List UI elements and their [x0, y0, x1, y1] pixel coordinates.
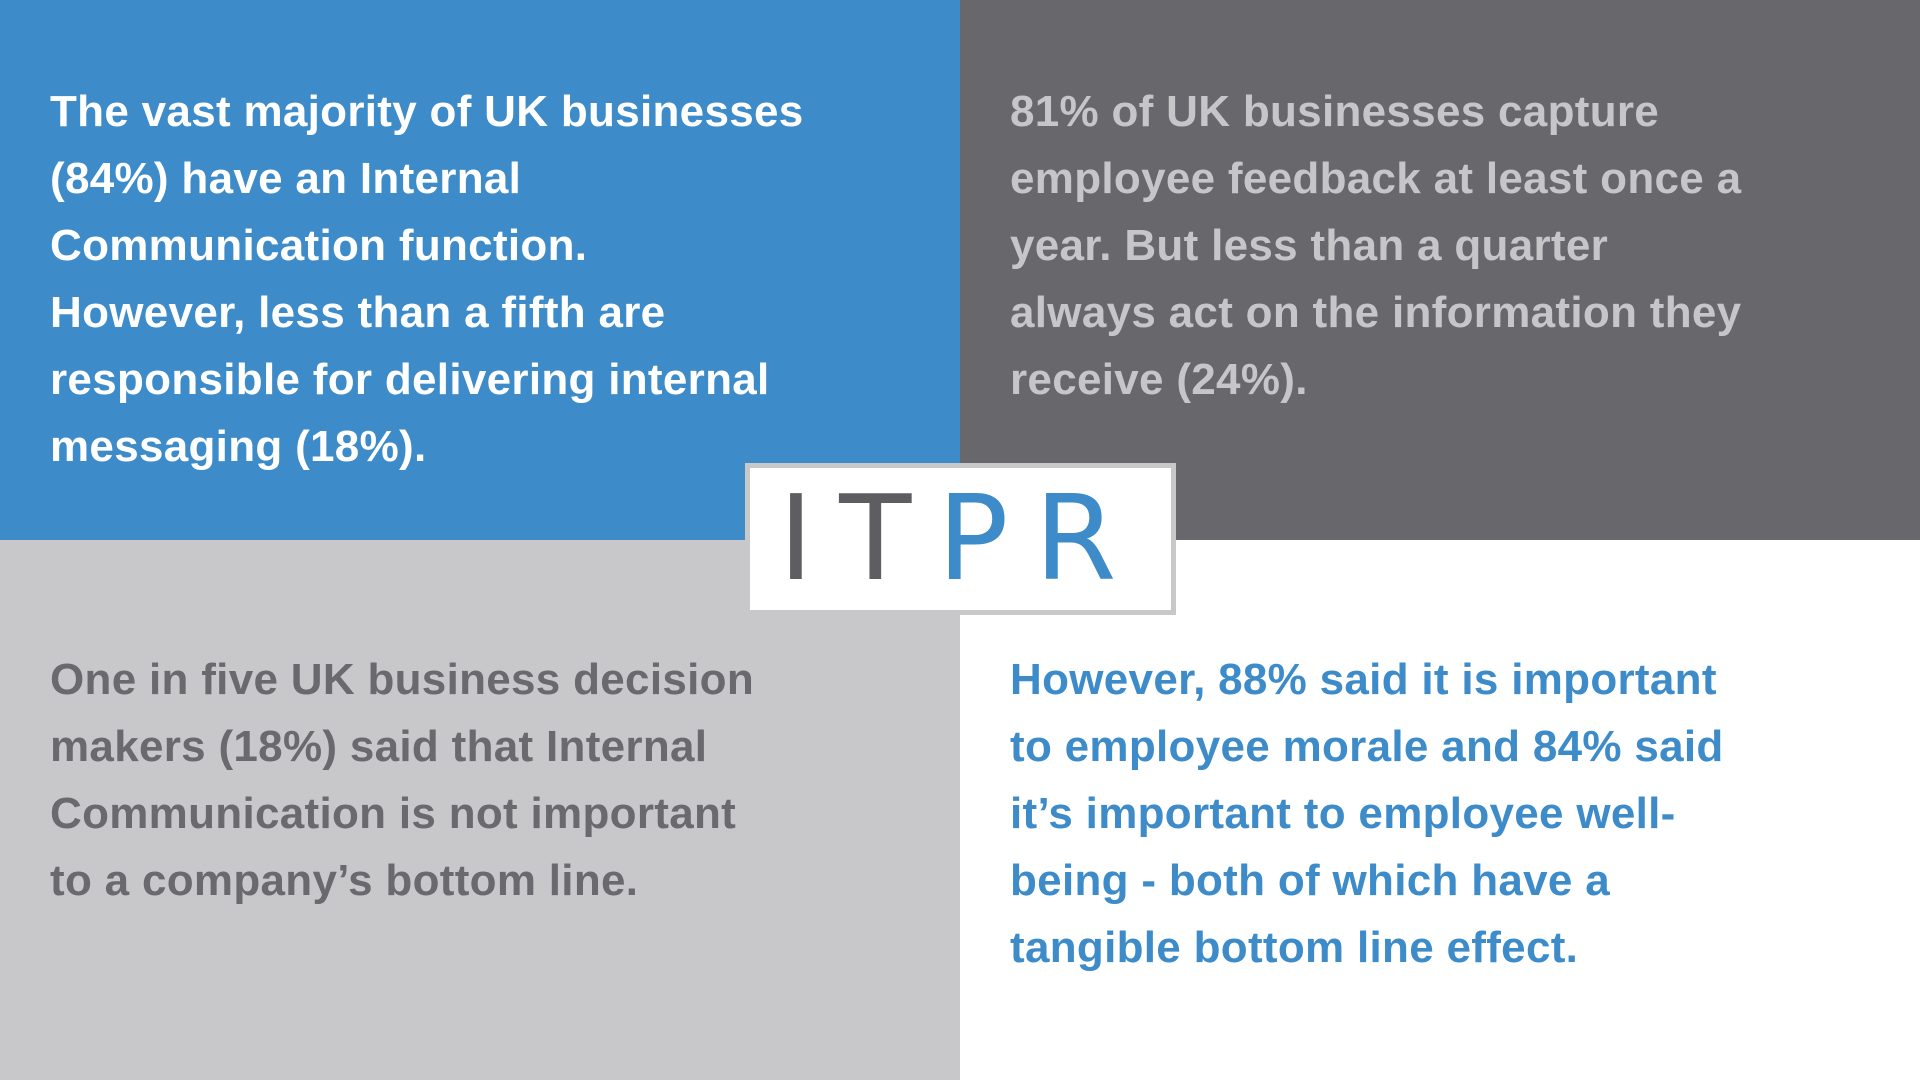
text-line: The vast majority of UK businesses	[50, 87, 804, 136]
text-line: receive (24%).	[1010, 355, 1308, 404]
logo-text: PR	[937, 469, 1143, 607]
text-line: (84%) have an Internal	[50, 154, 522, 203]
text-line: year. But less than a quarter	[1010, 221, 1609, 270]
text-line: However, 88% said it is important	[1010, 655, 1717, 704]
text-line: tangible bottom line effect.	[1010, 923, 1579, 972]
logo-text: IT	[778, 469, 938, 607]
text-line: to employee morale and 84% said	[1010, 722, 1724, 771]
text-line: makers (18%) said that Internal	[50, 722, 708, 771]
text-line: 81% of UK businesses capture	[1010, 87, 1660, 136]
quadrant: However, 88% said it is important to empl…	[960, 540, 1920, 1080]
logo: ITPR	[745, 463, 1176, 615]
text-line: to a company’s bottom line.	[50, 856, 639, 905]
text-line: messaging (18%).	[50, 422, 427, 471]
text-line: always act on the information they	[1010, 288, 1742, 337]
quadrant: The vast majority of UK businesses (84%) …	[0, 0, 960, 540]
text-line: it’s important to employee well-	[1010, 789, 1676, 838]
text-line: responsible for delivering internal	[50, 355, 770, 404]
text-line: employee feedback at least once a	[1010, 154, 1742, 203]
text-line: Communication is not important	[50, 789, 737, 838]
text-line: One in five UK business decision	[50, 655, 754, 704]
text-line: However, less than a fifth are	[50, 288, 666, 337]
text-line: Communication function.	[50, 221, 588, 270]
text-line: being - both of which have a	[1010, 856, 1610, 905]
quadrant: 81% of UK businesses capture employee fee…	[960, 0, 1920, 540]
quadrant: One in five UK business decision makers (…	[0, 540, 960, 1080]
